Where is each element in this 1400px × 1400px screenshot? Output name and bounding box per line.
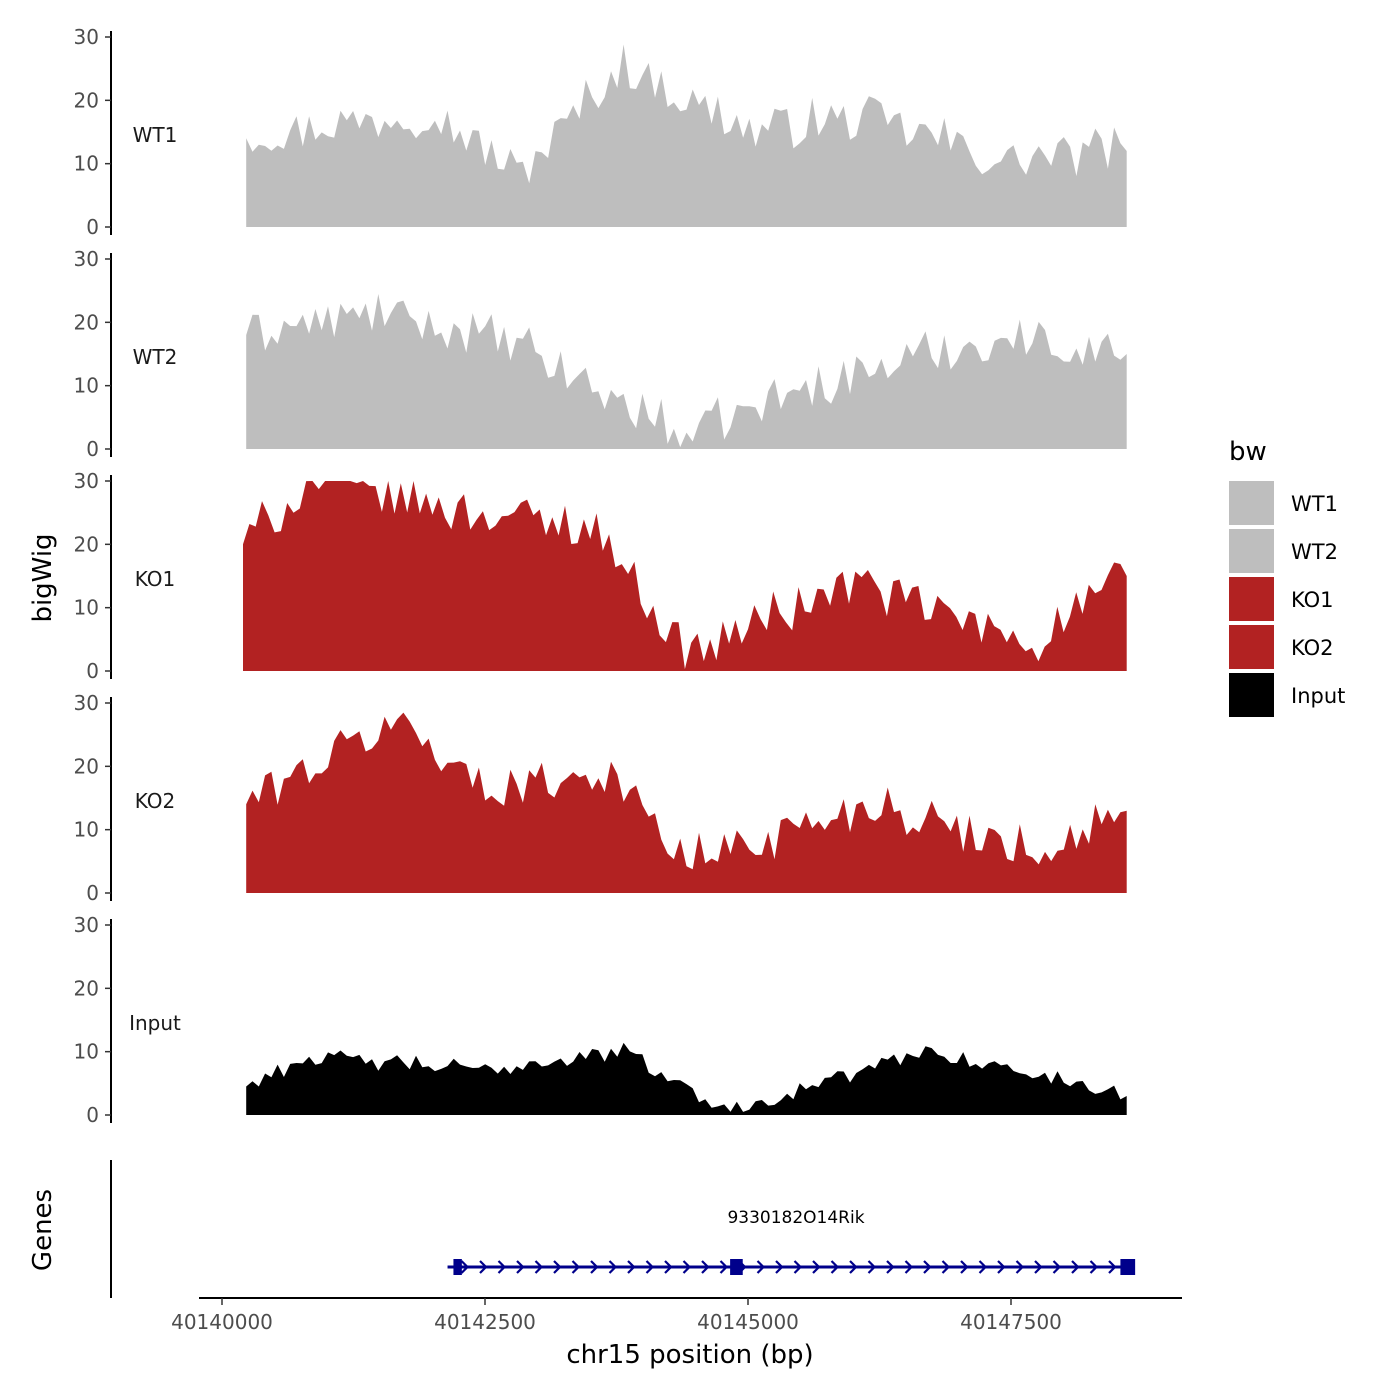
legend-key-input bbox=[1229, 673, 1274, 717]
legend-key-wt2 bbox=[1229, 529, 1274, 573]
strand-arrow-icon bbox=[1089, 1260, 1099, 1274]
strand-arrow-icon bbox=[756, 1260, 766, 1274]
strand-arrow-icon bbox=[867, 1260, 877, 1274]
y-tick-label: 0 bbox=[86, 1103, 99, 1127]
legend-label-ko2: KO2 bbox=[1291, 636, 1334, 660]
strand-arrow-icon bbox=[886, 1260, 895, 1274]
legend-label-ko1: KO1 bbox=[1291, 588, 1334, 612]
x-tick-label: 40147500 bbox=[960, 1310, 1062, 1334]
legend-title: bw bbox=[1229, 437, 1267, 467]
strand-arrow-icon bbox=[997, 1260, 1006, 1274]
track-input: 0 10 20 30 Input bbox=[74, 913, 1127, 1127]
y-tick-label: 20 bbox=[74, 88, 99, 112]
strand-arrow-icon bbox=[516, 1260, 525, 1274]
strand-arrow-icon bbox=[608, 1260, 618, 1274]
strand-arrow-icon bbox=[497, 1260, 507, 1274]
legend-key-ko2 bbox=[1229, 625, 1274, 669]
x-tick-label: 40145000 bbox=[697, 1310, 799, 1334]
strand-arrow-icon bbox=[1108, 1260, 1117, 1274]
genes-panel: Genes 9330182O14Rik bbox=[28, 1160, 1136, 1298]
y-tick-label: 20 bbox=[74, 976, 99, 1000]
y-tick-label: 0 bbox=[86, 659, 99, 683]
strand-arrow-icon bbox=[1071, 1260, 1080, 1274]
gene-exon bbox=[1120, 1259, 1136, 1275]
y-tick-label: 30 bbox=[74, 247, 99, 271]
strand-arrow-icon bbox=[460, 1260, 470, 1274]
track-label-ko1: KO1 bbox=[135, 567, 176, 591]
y-tick-label: 0 bbox=[86, 437, 99, 461]
strand-arrow-icon bbox=[682, 1260, 692, 1274]
coverage-area-wt2 bbox=[246, 294, 1127, 449]
strand-arrow-icon bbox=[645, 1260, 655, 1274]
legend-label-input: Input bbox=[1291, 684, 1345, 708]
strand-arrow-icon bbox=[534, 1260, 544, 1274]
legend-key-ko1 bbox=[1229, 577, 1274, 621]
y-tick-label: 0 bbox=[86, 881, 99, 905]
legend-key-wt1 bbox=[1229, 481, 1274, 525]
coverage-area-ko2 bbox=[246, 712, 1127, 893]
y-tick-label: 30 bbox=[74, 691, 99, 715]
x-tick-label: 40140000 bbox=[171, 1310, 273, 1334]
y-tick-label: 10 bbox=[74, 596, 99, 620]
track-label-wt2: WT2 bbox=[133, 345, 178, 369]
strand-arrow-icon bbox=[1034, 1260, 1043, 1274]
legend: bw WT1 WT2 KO1 KO2 Input bbox=[1229, 437, 1345, 717]
gene-exon bbox=[453, 1259, 462, 1275]
genes-panel-label: Genes bbox=[28, 1189, 58, 1271]
coverage-area-input bbox=[246, 1042, 1127, 1115]
strand-arrow-icon bbox=[904, 1260, 914, 1274]
y-tick-label: 10 bbox=[74, 374, 99, 398]
strand-arrow-icon bbox=[479, 1260, 488, 1274]
gene-name-label: 9330182O14Rik bbox=[727, 1208, 864, 1228]
y-tick-label: 30 bbox=[74, 469, 99, 493]
track-label-ko2: KO2 bbox=[135, 789, 176, 813]
legend-label-wt2: WT2 bbox=[1291, 540, 1338, 564]
strand-arrow-icon bbox=[775, 1260, 784, 1274]
track-wt1: 0 10 20 30 WT1 bbox=[74, 25, 1127, 239]
y-tick-label: 30 bbox=[74, 25, 99, 49]
strand-arrow-icon bbox=[664, 1260, 673, 1274]
strand-arrow-icon bbox=[941, 1260, 951, 1274]
y-tick-label: 10 bbox=[74, 1040, 99, 1064]
strand-arrow-icon bbox=[923, 1260, 932, 1274]
strand-arrow-icon bbox=[1052, 1260, 1062, 1274]
strand-arrow-icon bbox=[978, 1260, 988, 1274]
y-tick-label: 0 bbox=[86, 215, 99, 239]
track-ko2: 0 10 20 30 KO2 bbox=[74, 691, 1127, 905]
track-ko1: 0 10 20 30 KO1 bbox=[74, 469, 1127, 683]
track-label-wt1: WT1 bbox=[133, 123, 178, 147]
track-wt2: 0 10 20 30 WT2 bbox=[74, 247, 1127, 461]
strand-arrow-icon bbox=[960, 1260, 969, 1274]
strand-arrow-icon bbox=[590, 1260, 599, 1274]
legend-label-wt1: WT1 bbox=[1291, 492, 1338, 516]
x-tick-label: 40142500 bbox=[434, 1310, 536, 1334]
strand-arrow-icon bbox=[812, 1260, 821, 1274]
y-tick-label: 30 bbox=[74, 913, 99, 937]
y-axis-title: bigWig bbox=[28, 533, 58, 622]
x-axis: chr15 position (bp) 40140000 40142500 4014… bbox=[171, 1297, 1182, 1370]
track-label-input: Input bbox=[129, 1011, 181, 1035]
x-axis-title: chr15 position (bp) bbox=[566, 1340, 813, 1370]
strand-arrow-icon bbox=[849, 1260, 858, 1274]
strand-arrow-icon bbox=[1015, 1260, 1025, 1274]
y-tick-label: 20 bbox=[74, 310, 99, 334]
strand-arrow-icon bbox=[627, 1260, 636, 1274]
coverage-area-ko1 bbox=[243, 481, 1127, 671]
y-tick-label: 20 bbox=[74, 532, 99, 556]
gene-exon bbox=[730, 1259, 743, 1275]
strand-arrow-icon bbox=[830, 1260, 840, 1274]
y-tick-label: 10 bbox=[74, 818, 99, 842]
strand-arrow-icon bbox=[719, 1260, 729, 1274]
gene-model[interactable] bbox=[447, 1259, 1136, 1275]
strand-arrow-icon bbox=[553, 1260, 562, 1274]
coverage-area-wt1 bbox=[246, 44, 1127, 227]
y-tick-label: 20 bbox=[74, 754, 99, 778]
y-tick-label: 10 bbox=[74, 152, 99, 176]
strand-arrow-icon bbox=[793, 1260, 803, 1274]
strand-arrow-icon bbox=[571, 1260, 581, 1274]
bigwig-tracks: 0 10 20 30 WT1 0 10 20 30 WT2 0 10 20 30 KO1 0 10 20 30 KO2… bbox=[74, 25, 1127, 1127]
strand-arrow-icon bbox=[701, 1260, 710, 1274]
